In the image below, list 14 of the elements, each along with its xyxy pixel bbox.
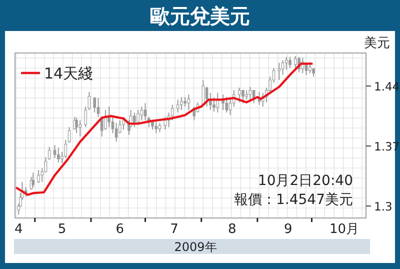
x-tick-label: 7: [170, 222, 178, 237]
y-tick-label: 1.3: [374, 200, 392, 214]
x-tick-label: 9: [284, 222, 292, 237]
x-tick-label: 5: [58, 222, 66, 237]
x-tick-label: 10月: [330, 222, 360, 237]
annotation: 報價：1.4547美元: [234, 192, 353, 208]
x-tick-label: 8: [228, 222, 236, 237]
x-axis-title: 2009年: [174, 240, 217, 254]
legend-label: 14天綫: [44, 64, 94, 82]
x-tick-label: 4: [14, 222, 23, 237]
annotation: 10月2日20:40: [258, 173, 353, 189]
chart-title: 歐元兌美元: [150, 4, 250, 28]
x-tick-label: 6: [116, 222, 124, 237]
y-axis-title: 美元: [364, 35, 390, 51]
